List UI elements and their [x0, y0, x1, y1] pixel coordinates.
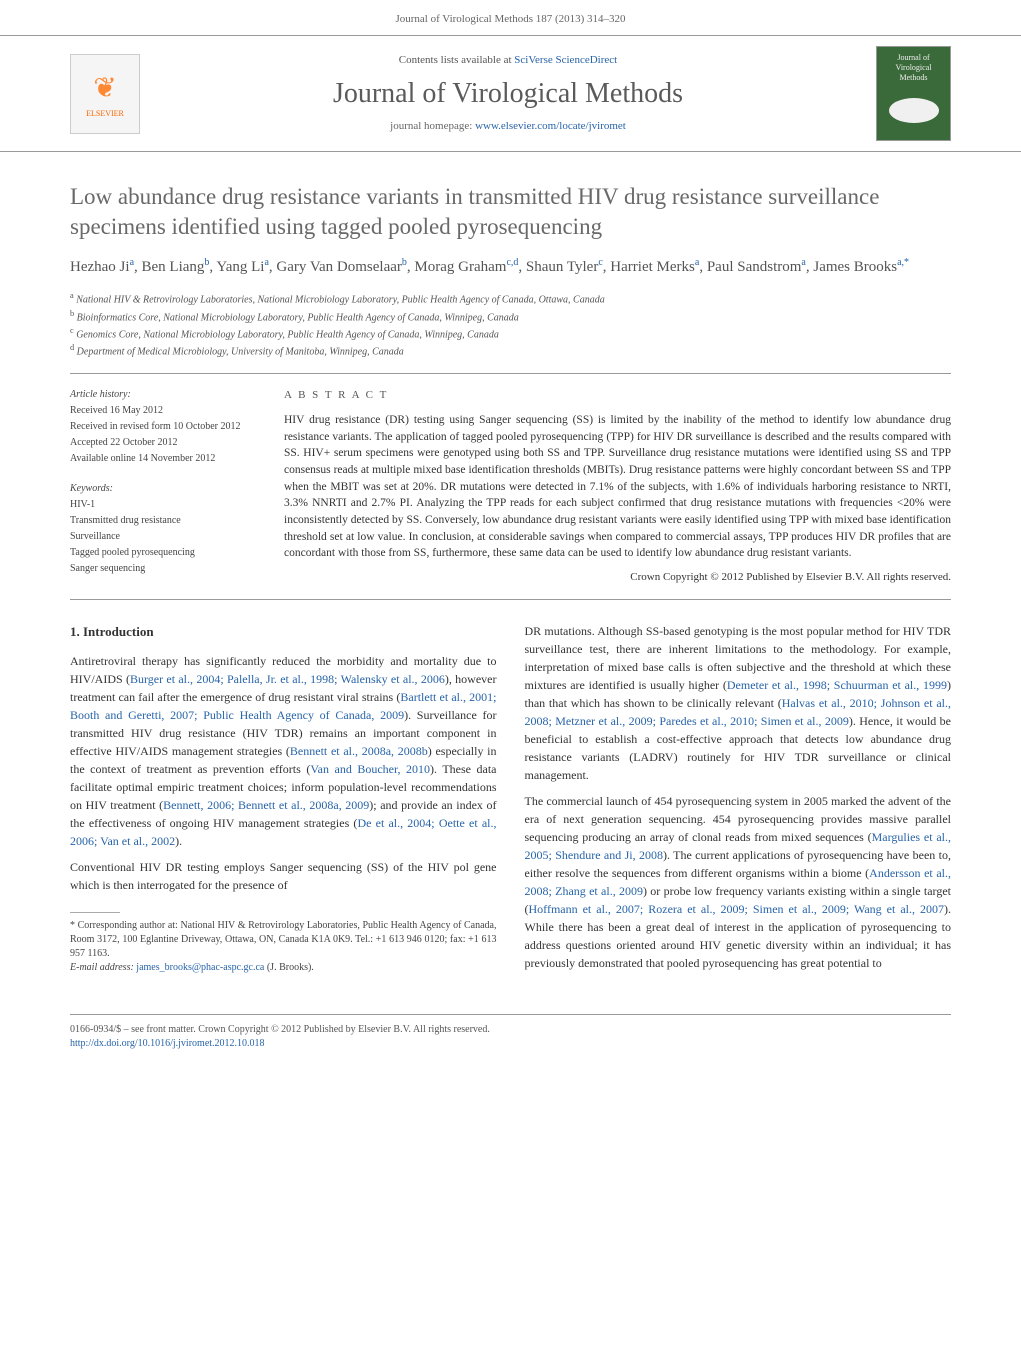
sciencedirect-link[interactable]: SciVerse ScienceDirect — [514, 54, 617, 66]
history-item: Available online 14 November 2012 — [70, 452, 260, 466]
article-title: Low abundance drug resistance variants i… — [70, 182, 951, 242]
email-suffix: (J. Brooks). — [267, 962, 314, 973]
history-item: Received 16 May 2012 — [70, 404, 260, 418]
keywords-label: Keywords: — [70, 482, 260, 496]
email-link[interactable]: james_brooks@phac-aspc.gc.ca — [136, 962, 264, 973]
contents-prefix: Contents lists available at — [399, 54, 514, 66]
history-label: Article history: — [70, 388, 260, 402]
text-run: ). — [175, 834, 182, 848]
left-column: 1. Introduction Antiretroviral therapy h… — [70, 622, 497, 980]
intro-para-3: DR mutations. Although SS-based genotypi… — [525, 622, 952, 784]
footnote-separator — [70, 912, 120, 913]
journal-cover-thumb: Journal of Virological Methods — [876, 46, 951, 141]
publisher-tree-icon: ❦ — [93, 69, 116, 108]
masthead: ❦ ELSEVIER Contents lists available at S… — [0, 35, 1021, 152]
section-heading-intro: 1. Introduction — [70, 622, 497, 642]
abstract-column: A B S T R A C T HIV drug resistance (DR)… — [284, 388, 951, 585]
masthead-center: Contents lists available at SciVerse Sci… — [155, 53, 861, 135]
footer-line-1: 0166-0934/$ – see front matter. Crown Co… — [70, 1023, 951, 1037]
homepage-line: journal homepage: www.elsevier.com/locat… — [155, 119, 861, 134]
page-footer: 0166-0934/$ – see front matter. Crown Co… — [70, 1014, 951, 1051]
publisher-name: ELSEVIER — [86, 108, 124, 119]
keyword: Transmitted drug resistance — [70, 514, 260, 528]
homepage-link[interactable]: www.elsevier.com/locate/jviromet — [475, 120, 626, 132]
citation-link[interactable]: Hoffmann et al., 2007; Rozera et al., 20… — [529, 902, 945, 916]
journal-name: Journal of Virological Methods — [155, 74, 861, 113]
cover-title: Journal of Virological Methods — [881, 53, 946, 82]
keyword: Surveillance — [70, 530, 260, 544]
doi-link[interactable]: http://dx.doi.org/10.1016/j.jviromet.201… — [70, 1038, 265, 1049]
intro-para-1: Antiretroviral therapy has significantly… — [70, 652, 497, 850]
abstract-label: A B S T R A C T — [284, 388, 951, 403]
abstract-block: Article history: Received 16 May 2012 Rec… — [70, 388, 951, 600]
publisher-logo: ❦ ELSEVIER — [70, 54, 140, 134]
affiliations: a National HIV & Retrovirology Laborator… — [70, 290, 951, 374]
article-history: Article history: Received 16 May 2012 Rec… — [70, 388, 260, 585]
cover-graphic-icon — [889, 98, 939, 123]
history-item: Accepted 22 October 2012 — [70, 436, 260, 450]
history-item: Received in revised form 10 October 2012 — [70, 420, 260, 434]
citation-link[interactable]: Bennett et al., 2008a, 2008b — [290, 744, 428, 758]
intro-para-4: The commercial launch of 454 pyrosequenc… — [525, 792, 952, 972]
abstract-text: HIV drug resistance (DR) testing using S… — [284, 412, 951, 562]
footnote-label: * Corresponding author at: — [70, 920, 178, 931]
keyword: HIV-1 — [70, 498, 260, 512]
intro-para-2: Conventional HIV DR testing employs Sang… — [70, 858, 497, 894]
right-column: DR mutations. Although SS-based genotypi… — [525, 622, 952, 980]
corresponding-author-footnote: * Corresponding author at: National HIV … — [70, 919, 497, 961]
email-label: E-mail address: — [70, 962, 136, 973]
homepage-prefix: journal homepage: — [390, 120, 475, 132]
keyword: Tagged pooled pyrosequencing — [70, 546, 260, 560]
contents-line: Contents lists available at SciVerse Sci… — [155, 53, 861, 68]
citation-link[interactable]: Van and Boucher, 2010 — [310, 762, 430, 776]
citation-link[interactable]: Bennett, 2006; Bennett et al., 2008a, 20… — [163, 798, 369, 812]
citation-link[interactable]: Demeter et al., 1998; Schuurman et al., … — [727, 678, 947, 692]
authors-list: Hezhao Jia, Ben Liangb, Yang Lia, Gary V… — [70, 256, 951, 278]
email-footnote: E-mail address: james_brooks@phac-aspc.g… — [70, 961, 497, 975]
article-body: Low abundance drug resistance variants i… — [0, 152, 1021, 1000]
abstract-copyright: Crown Copyright © 2012 Published by Else… — [284, 570, 951, 585]
citation-link[interactable]: Burger et al., 2004; Palella, Jr. et al.… — [130, 672, 445, 686]
keyword: Sanger sequencing — [70, 562, 260, 576]
body-columns: 1. Introduction Antiretroviral therapy h… — [70, 622, 951, 980]
running-header: Journal of Virological Methods 187 (2013… — [0, 0, 1021, 35]
